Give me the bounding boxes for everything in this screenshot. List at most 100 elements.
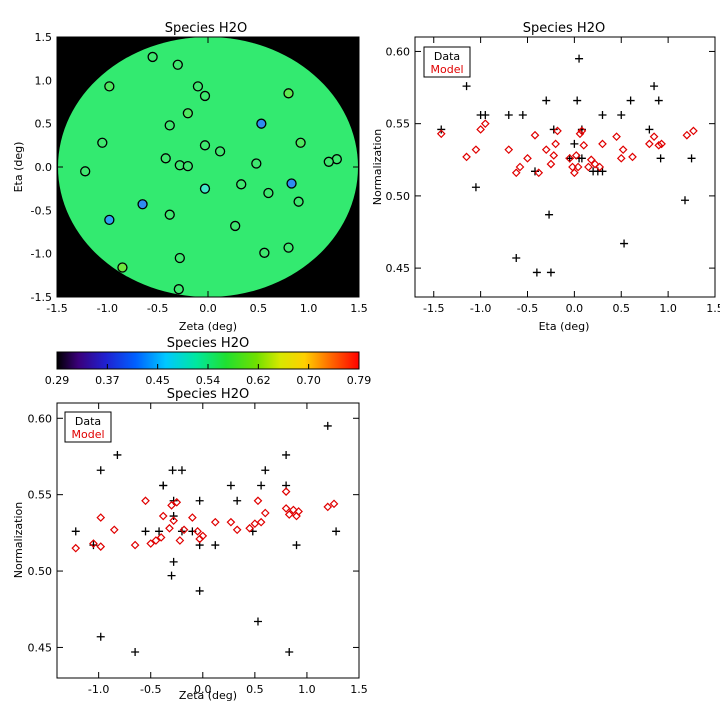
map-x-tick-label: 0.0 (199, 302, 217, 315)
colorbar-tick-label: 0.62 (246, 374, 271, 387)
map-x-tick-label: 1.5 (350, 302, 368, 315)
zeta-legend-data: Data (75, 415, 101, 428)
eta-model-point (534, 168, 544, 178)
eta-model-point (595, 162, 605, 172)
eta-data-point (645, 125, 654, 134)
zeta-model-point (232, 525, 242, 535)
zeta-data-point (282, 450, 291, 459)
zeta-data-point (257, 481, 266, 490)
eta-model-point (689, 126, 698, 136)
eta-data-point (598, 111, 607, 119)
map-point (263, 187, 274, 199)
map-y-tick-label: 0.5 (35, 118, 53, 131)
zeta-y-axis-label: Normalization (12, 502, 25, 578)
zeta-x-tick-label: 0.0 (194, 683, 212, 696)
eta-data-point (656, 154, 665, 163)
eta-data-point (570, 139, 579, 148)
zeta-model-point (167, 501, 176, 510)
eta-data-point (546, 268, 555, 277)
eta-axes: -1.5 -1.0 -0.5 0.0 0.5 1.0 1.5 0.45 0.50 0.55 0.60 (386, 37, 720, 315)
eta-x-tick-label: -1.5 (423, 302, 444, 315)
zeta-model-point (141, 496, 150, 506)
zeta-x-tick-label: -0.5 (140, 683, 161, 696)
map-point (199, 90, 211, 102)
zeta-model-point (245, 523, 255, 533)
zeta-model-point (198, 531, 208, 541)
eta-data-point (504, 111, 513, 119)
map-point (117, 262, 128, 273)
colorbar-panel: Species H2O 0.29 0.37 0.45 0.54 0.62 0.70 0.79 (45, 336, 372, 387)
eta-legend: Data Model (423, 46, 471, 78)
eta-model-point (471, 145, 481, 155)
eta-data-point (462, 82, 471, 91)
zeta-data-point (261, 466, 270, 475)
zeta-y-tick-label: 0.55 (28, 489, 53, 502)
map-point (172, 59, 183, 70)
eta-data-point (518, 111, 527, 119)
zeta-x-tick-label: -1.0 (88, 683, 109, 696)
eta-data-point (532, 268, 541, 277)
zeta-data-point (169, 557, 178, 566)
zeta-x-tick-label: 1.0 (298, 683, 316, 696)
eta-model-point (570, 168, 579, 178)
zeta-legend-box (64, 411, 112, 443)
eta-model-point (515, 162, 525, 172)
zeta-data-point (96, 466, 105, 475)
map-point (295, 137, 306, 148)
map-point (173, 284, 184, 295)
zeta-model-point (210, 517, 220, 527)
eta-data-point (626, 96, 635, 105)
colorbar-tick-label: 0.37 (95, 374, 120, 387)
zeta-model-point (289, 505, 298, 515)
map-point (182, 160, 194, 172)
map-title: Species H2O (165, 21, 247, 36)
eta-model-point (571, 151, 581, 160)
eta-x-tick-label: 0.0 (566, 302, 584, 315)
eta-legend-model: Model (430, 63, 463, 76)
zeta-model-point (188, 513, 197, 522)
map-point (286, 178, 297, 189)
colorbar-title: Species H2O (167, 336, 249, 351)
map-point (192, 81, 204, 92)
zeta-y-tick-label: 0.50 (28, 565, 53, 578)
eta-data-point (577, 154, 586, 163)
colorbar-tick-label: 0.29 (45, 374, 70, 387)
zeta-model-point (260, 508, 270, 518)
map-y-tick-label: -0.5 (31, 204, 52, 217)
zeta-marks (71, 421, 341, 657)
eta-data-point (549, 125, 558, 134)
zeta-model-point (253, 496, 263, 506)
colorbar-ticks: 0.29 0.37 0.45 0.54 0.62 0.70 0.79 (45, 364, 372, 387)
zeta-model-point (146, 539, 156, 548)
colorbar-tick-label: 0.79 (347, 374, 372, 387)
colorbar-tick-label: 0.45 (145, 374, 170, 387)
eta-model-point (598, 139, 607, 149)
eta-model-point (618, 145, 628, 155)
eta-x-tick-label: -1.0 (470, 302, 491, 315)
eta-model-point (549, 151, 559, 160)
eta-model-point (523, 153, 532, 163)
zeta-model-point (323, 502, 333, 512)
zeta-x-tick-label: 0.5 (246, 683, 264, 696)
eta-model-point (628, 152, 637, 162)
zeta-data-point (188, 527, 197, 536)
zeta-data-point (113, 450, 122, 459)
map-point (214, 146, 226, 157)
zeta-x-tick-label: 1.5 (350, 683, 368, 696)
zeta-legend: Data Model (64, 411, 112, 443)
map-y-tick-label: 1.0 (35, 74, 53, 87)
zeta-data-point (292, 541, 301, 550)
zeta-model-point (329, 499, 339, 509)
map-point (259, 247, 270, 258)
eta-model-point (649, 132, 659, 142)
zeta-data-point (159, 481, 168, 490)
zeta-y-tick-label: 0.45 (28, 641, 53, 654)
eta-data-point (512, 254, 521, 262)
eta-model-point (553, 126, 562, 136)
zeta-model-point (158, 511, 168, 521)
map-point (199, 140, 211, 151)
colorbar-tick-label: 0.54 (196, 374, 221, 387)
map-point (283, 88, 294, 99)
map-x-tick-label: -1.0 (97, 302, 118, 315)
